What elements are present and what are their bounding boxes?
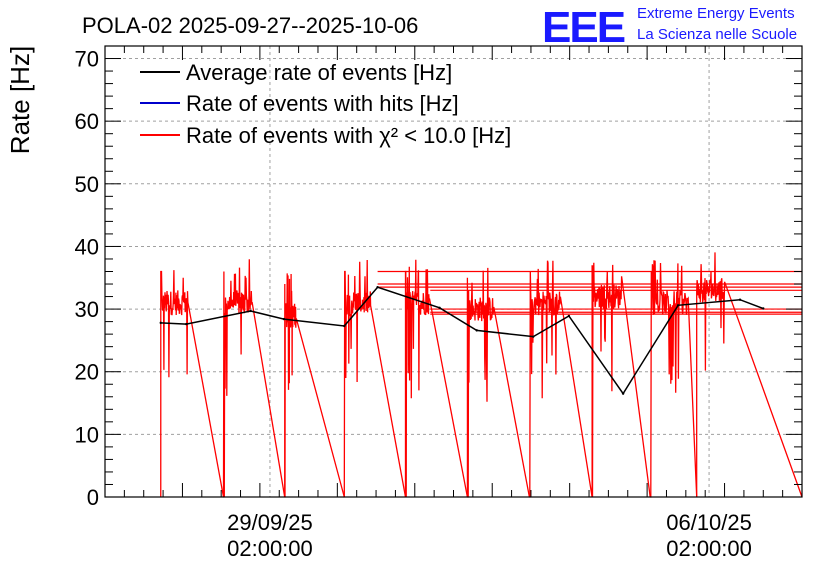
- plot-area: [159, 252, 803, 498]
- average-rate-point: [738, 298, 742, 301]
- legend-label-chi2: Rate of events with χ² < 10.0 [Hz]: [186, 123, 511, 148]
- average-rate-point: [621, 392, 625, 395]
- chi2-rate-segment: [404, 259, 469, 498]
- average-rate-point: [185, 322, 188, 326]
- chi2-rate-segment: [284, 273, 345, 498]
- average-rate-point: [532, 335, 535, 338]
- average-rate-line: [160, 286, 764, 395]
- x-tick-label-date: 29/09/25: [227, 510, 313, 535]
- y-tick-label: 10: [75, 422, 99, 447]
- chi2-rate-segment: [466, 267, 531, 498]
- y-tick-label: 60: [75, 109, 99, 134]
- y-tick-label: 40: [75, 234, 99, 259]
- average-rate-point: [762, 307, 765, 310]
- axes: [104, 45, 803, 498]
- average-rate-point: [159, 321, 162, 325]
- chi2-rate-segment: [222, 259, 286, 498]
- eee-logo: EEE Extreme Energy Events La Scienza nel…: [542, 3, 797, 52]
- legend: Average rate of events [Hz] Rate of even…: [140, 60, 511, 148]
- y-tick-label: 50: [75, 172, 99, 197]
- y-tick-label: 30: [75, 297, 99, 322]
- chi2-rate-segment: [529, 260, 593, 498]
- chi2-rate-segment: [160, 270, 225, 498]
- y-axis-label: Rate [Hz]: [5, 46, 35, 154]
- x-tick-label-date: 06/10/25: [666, 510, 752, 535]
- chart-title: POLA-02 2025-09-27--2025-10-06: [82, 13, 418, 38]
- chi2-rate-segment: [343, 259, 407, 498]
- average-rate-point: [676, 304, 680, 307]
- legend-label-hits: Rate of events with hits [Hz]: [186, 91, 459, 116]
- chi2-rate-segment: [591, 262, 651, 498]
- average-rate-point: [567, 314, 571, 318]
- average-rate-point: [438, 306, 441, 310]
- average-rate-point: [376, 285, 379, 289]
- average-rate-point: [343, 324, 346, 328]
- y-tick-label: 20: [75, 360, 99, 385]
- chi2-rate-segment: [696, 252, 803, 498]
- logo-mark: EEE: [542, 3, 625, 52]
- logo-line2: La Scienza nelle Scuole: [637, 26, 797, 43]
- legend-label-average: Average rate of events [Hz]: [186, 60, 452, 85]
- tick-labels: 01020304050607029/09/2502:00:0006/10/250…: [75, 47, 752, 561]
- average-rate-point: [249, 309, 252, 313]
- y-tick-label: 70: [75, 47, 99, 72]
- logo-line1: Extreme Energy Events: [637, 5, 795, 22]
- x-tick-label-time: 02:00:00: [666, 536, 752, 561]
- average-rate-point: [282, 317, 286, 321]
- x-tick-label-time: 02:00:00: [227, 536, 313, 561]
- average-rate-point: [475, 329, 478, 332]
- y-tick-label: 0: [87, 485, 99, 510]
- chi2-rate-segment: [650, 260, 698, 498]
